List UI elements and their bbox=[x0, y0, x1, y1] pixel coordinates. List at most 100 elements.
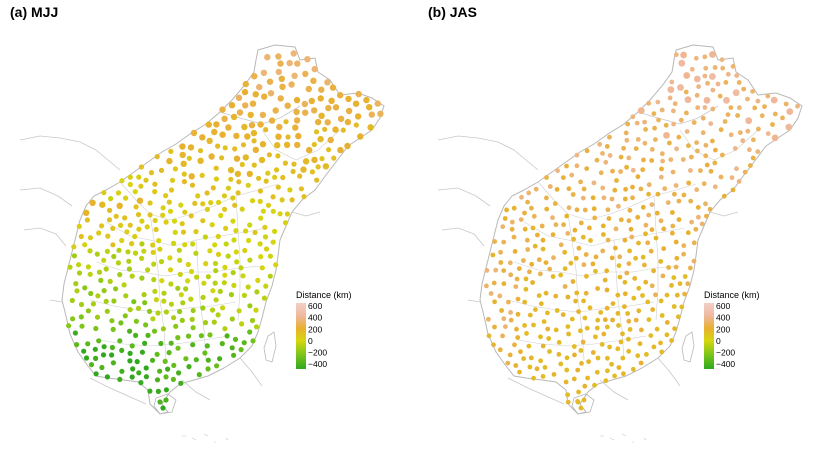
station-dot bbox=[599, 342, 605, 347]
station-dot bbox=[526, 343, 532, 349]
station-dot bbox=[674, 292, 680, 298]
station-dot bbox=[681, 243, 687, 249]
station-dot bbox=[659, 166, 664, 172]
station-dot bbox=[283, 141, 291, 148]
taiwan-outline bbox=[263, 331, 277, 363]
station-dot bbox=[241, 340, 247, 346]
station-dot bbox=[587, 225, 592, 231]
station-dot bbox=[626, 336, 631, 342]
station-dot bbox=[247, 111, 254, 119]
station-dot bbox=[518, 217, 524, 223]
legend-colorbar bbox=[296, 303, 306, 369]
station-dot bbox=[127, 181, 133, 188]
station-dot bbox=[152, 189, 158, 195]
station-dot bbox=[591, 180, 597, 186]
station-dot bbox=[732, 146, 738, 151]
station-dot bbox=[561, 222, 566, 228]
station-dot bbox=[555, 168, 560, 174]
station-dot bbox=[252, 229, 258, 236]
station-dot bbox=[484, 268, 490, 273]
station-dot bbox=[710, 87, 716, 93]
station-dot bbox=[531, 375, 536, 381]
station-dot bbox=[525, 247, 531, 252]
station-dot bbox=[310, 77, 317, 85]
station-dot bbox=[695, 105, 701, 110]
station-dot bbox=[221, 280, 227, 286]
station-dot bbox=[246, 237, 252, 244]
station-dot bbox=[752, 105, 758, 111]
station-dot bbox=[545, 310, 550, 316]
station-dot bbox=[279, 197, 285, 203]
station-dot bbox=[273, 167, 280, 173]
station-dot bbox=[670, 230, 675, 236]
station-dot bbox=[680, 157, 686, 162]
station-dot bbox=[230, 195, 236, 201]
station-dot bbox=[259, 141, 267, 148]
station-dot bbox=[175, 345, 181, 351]
station-dot bbox=[111, 253, 117, 260]
station-dot bbox=[290, 50, 297, 57]
station-dot bbox=[578, 220, 584, 226]
station-dot bbox=[167, 208, 174, 214]
station-dot bbox=[201, 280, 207, 286]
station-dot bbox=[151, 328, 158, 334]
station-dot bbox=[73, 281, 79, 287]
station-dot bbox=[741, 86, 747, 92]
station-dot bbox=[147, 200, 153, 206]
station-dot bbox=[149, 357, 156, 363]
station-dot bbox=[659, 313, 665, 318]
station-dot bbox=[107, 278, 113, 284]
station-dot bbox=[565, 231, 571, 236]
station-dot bbox=[512, 342, 517, 348]
panel-b-map bbox=[437, 44, 803, 443]
station-dot bbox=[139, 241, 145, 247]
station-dot bbox=[249, 198, 256, 204]
station-dot bbox=[297, 173, 303, 179]
station-dot bbox=[167, 255, 173, 261]
station-dot bbox=[169, 177, 176, 183]
station-dot bbox=[190, 241, 196, 247]
station-dot bbox=[511, 234, 517, 240]
station-dot bbox=[508, 272, 514, 278]
station-dot bbox=[533, 186, 539, 192]
station-dot bbox=[613, 226, 619, 232]
station-dot bbox=[267, 90, 275, 97]
station-dot bbox=[713, 147, 718, 153]
station-dot bbox=[219, 155, 225, 161]
station-dot bbox=[684, 96, 692, 104]
station-dot bbox=[139, 218, 145, 224]
station-dot bbox=[501, 281, 507, 287]
station-dot bbox=[248, 122, 256, 129]
station-dot bbox=[138, 183, 144, 189]
station-dot bbox=[96, 230, 102, 236]
station-dot bbox=[631, 295, 637, 301]
station-dot bbox=[212, 242, 218, 248]
station-dot bbox=[159, 278, 165, 284]
station-dot bbox=[245, 284, 251, 290]
station-dot bbox=[150, 242, 156, 248]
station-dot bbox=[233, 155, 241, 162]
station-dot bbox=[171, 218, 178, 224]
station-dot bbox=[610, 317, 615, 323]
station-dot bbox=[216, 199, 222, 205]
station-dot bbox=[79, 323, 85, 329]
station-dot bbox=[132, 233, 138, 240]
station-dot bbox=[578, 179, 583, 185]
station-dot bbox=[118, 222, 124, 228]
station-dot bbox=[268, 117, 276, 124]
station-dot bbox=[736, 179, 742, 184]
station-dot bbox=[615, 346, 621, 352]
station-dot bbox=[570, 192, 576, 197]
station-dot bbox=[604, 268, 610, 274]
station-dot bbox=[653, 292, 658, 298]
station-dot bbox=[696, 214, 701, 220]
station-dot bbox=[101, 288, 107, 294]
station-dot bbox=[653, 235, 659, 241]
station-dot bbox=[160, 405, 166, 411]
station-dot bbox=[521, 356, 526, 361]
station-dot bbox=[235, 94, 243, 102]
station-dot bbox=[194, 274, 200, 280]
station-dot bbox=[492, 299, 497, 305]
station-dot bbox=[617, 254, 623, 260]
station-dot bbox=[117, 376, 123, 382]
